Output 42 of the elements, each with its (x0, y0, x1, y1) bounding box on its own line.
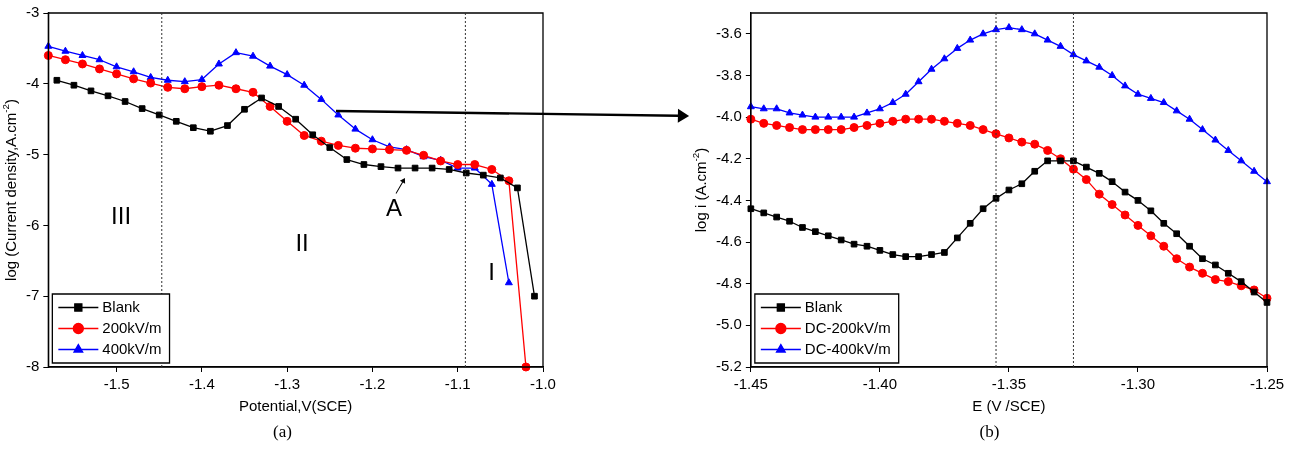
x-tick-label: -1.5 (103, 375, 130, 393)
text: (b) (978, 422, 1001, 442)
y-tick-label: -7 (25, 286, 40, 304)
x-tick-label: -1.40 (862, 375, 897, 393)
y-tick-label: -5 (25, 144, 40, 162)
annotation: I (488, 257, 495, 285)
legend-label: DC-400kV/m (804, 339, 891, 357)
y-tick-label: -8 (25, 357, 40, 375)
x-tick-label: -1.1 (444, 375, 471, 393)
x-tick-label: -1.35 (991, 375, 1027, 393)
y-tick-label: -4.4 (715, 190, 742, 208)
legend-label: Blank (102, 297, 141, 315)
y-tick-label: -3 (25, 3, 40, 21)
annotation: A (386, 194, 403, 222)
x-tick-label: -1.25 (1249, 375, 1285, 393)
y-tick-label: -5.0 (715, 315, 742, 333)
text: (a) (272, 422, 293, 442)
x-tick-label: -1.45 (733, 375, 768, 393)
annotation: III (111, 202, 132, 230)
y-tick-label: -5.2 (715, 357, 742, 375)
legend-label: Blank (804, 297, 843, 315)
y-tick-label: -6 (25, 215, 40, 233)
y-tick-label: -4 (25, 73, 40, 91)
legend-label: DC-200kV/m (804, 318, 891, 336)
x-tick-label: -1.30 (1120, 375, 1156, 393)
legend-label: 400kV/m (102, 339, 162, 357)
x-axis-title: Potential,V(SCE) (238, 397, 353, 415)
y-tick-label: -3.8 (715, 65, 742, 83)
y-axis-title: log i (A.cm-2) (689, 147, 710, 233)
y-tick-label: -3.6 (715, 23, 742, 41)
y-tick-label: -4.0 (715, 107, 742, 125)
x-tick-label: -1.0 (530, 375, 556, 393)
x-tick-label: -1.3 (274, 375, 301, 393)
x-tick-label: -1.4 (188, 375, 215, 393)
y-tick-label: -4.6 (715, 232, 742, 250)
y-tick-label: -4.2 (715, 148, 742, 166)
y-tick-label: -4.8 (715, 273, 742, 291)
legend-label: 200kV/m (102, 318, 162, 336)
y-axis-title: log (Current density,A.cm-2) (0, 99, 20, 281)
x-tick-label: -1.2 (359, 375, 386, 393)
x-axis-title: E (V /SCE) (972, 397, 1046, 415)
annotation: II (295, 228, 309, 256)
